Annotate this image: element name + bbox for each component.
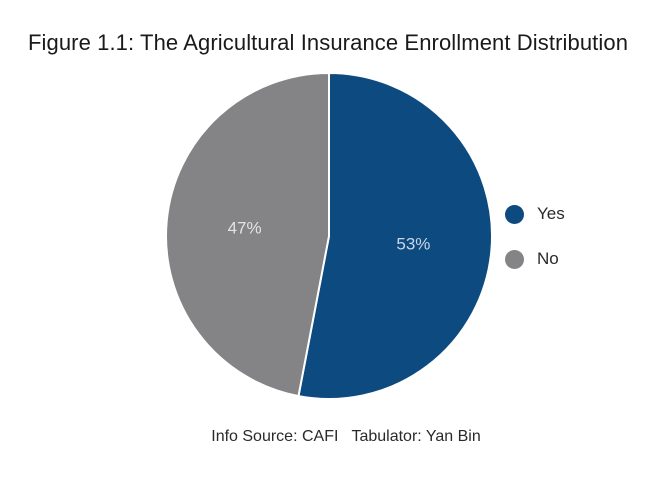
pie-label-no: 47% (228, 219, 262, 238)
pie-slice-no[interactable] (165, 71, 330, 398)
pie-value-labels: 53% 47% (228, 219, 431, 254)
pie-slices (165, 71, 493, 400)
legend-label-no: No (537, 249, 559, 268)
legend-item-no[interactable]: No (505, 245, 565, 273)
pie-slice-yes[interactable] (297, 71, 493, 400)
legend-item-yes[interactable]: Yes (505, 200, 565, 228)
chart-title: Figure 1.1: The Agricultural Insurance E… (27, 30, 629, 55)
legend-swatch-yes (505, 204, 524, 224)
pie-label-yes: 53% (396, 235, 430, 254)
source-caption: Info Source: CAFI Tabulator: Yan Bin (211, 428, 481, 445)
legend-label-yes: Yes (537, 204, 565, 223)
legend-swatch-no (505, 249, 524, 269)
legend: Yes No (505, 200, 565, 290)
